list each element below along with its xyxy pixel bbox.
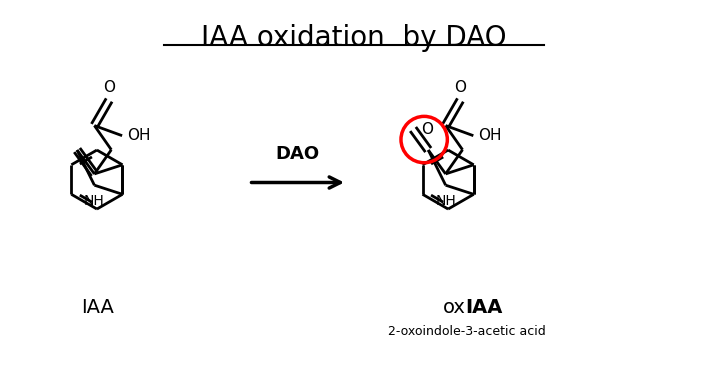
Text: 2-oxoindole-3-acetic acid: 2-oxoindole-3-acetic acid bbox=[387, 325, 545, 338]
Text: OH: OH bbox=[127, 128, 151, 143]
Text: ox: ox bbox=[442, 298, 466, 317]
Text: IAA: IAA bbox=[466, 298, 503, 317]
Text: DAO: DAO bbox=[275, 145, 320, 163]
Text: O: O bbox=[103, 80, 115, 95]
Text: NH: NH bbox=[435, 194, 456, 208]
Text: IAA oxidation  by DAO: IAA oxidation by DAO bbox=[201, 24, 507, 53]
Text: O: O bbox=[421, 122, 433, 137]
Text: O: O bbox=[455, 80, 467, 95]
Text: NH: NH bbox=[84, 194, 105, 208]
Text: IAA: IAA bbox=[81, 298, 114, 317]
Text: OH: OH bbox=[479, 128, 502, 143]
